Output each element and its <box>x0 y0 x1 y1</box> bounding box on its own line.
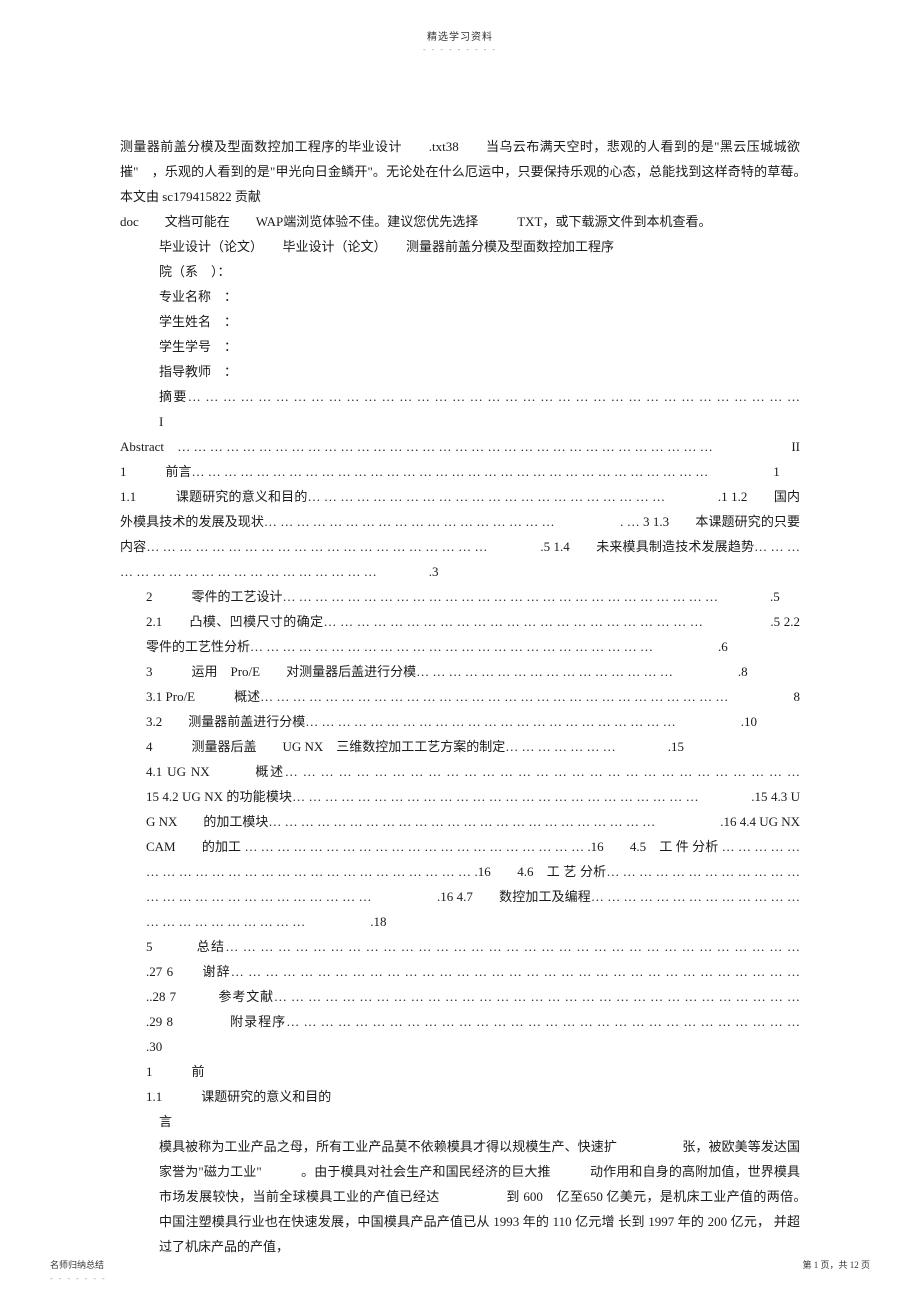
line-department: 院（系 ）： <box>120 259 800 284</box>
paragraph-doc-note: doc 文档可能在 WAP端浏览体验不佳。建议您优先选择 TXT，或下载源文件到… <box>120 209 800 234</box>
footer-right: 第 1 页，共 12 页 <box>802 1258 870 1271</box>
footer-left: 名师归纳总结 <box>50 1258 104 1271</box>
paragraph-intro: 测量器前盖分模及型面数控加工程序的毕业设计 .txt38 当乌云布满天空时，悲观… <box>120 134 800 209</box>
footer-dots: - - - - - - - <box>50 1274 107 1283</box>
line-thesis-title: 毕业设计（论文） 毕业设计（论文） 测量器前盖分模及型面数控加工程序 <box>120 234 800 259</box>
header-dots: - - - - - - - - - <box>0 45 920 54</box>
line-student-name: 学生姓名 ： <box>120 309 800 334</box>
toc-section-1: 1.1 课题研究的意义和目的… … … … … … … … … … … … … … <box>120 484 800 584</box>
toc-abstract-zh: 摘要… … … … … … … … … … … … … … … … … … … … <box>120 384 800 434</box>
toc-section-4-sub: 4.1 UG NX 概述… … … … … … … … … … … … … … … <box>120 759 800 934</box>
line-major: 专业名称 ： <box>120 284 800 309</box>
toc-abstract-en: Abstract … … … … … … … … … … … … … … … …… <box>120 434 800 484</box>
line-advisor: 指导教师 ： <box>120 359 800 384</box>
paragraph-body: 模具被称为工业产品之母，所有工业产品莫不依赖模具才得以规模生产、快速扩 张，被欧… <box>120 1134 800 1259</box>
document-content: 测量器前盖分模及型面数控加工程序的毕业设计 .txt38 当乌云布满天空时，悲观… <box>0 54 920 1259</box>
toc-section-3: 3 运用 Pro/E 对测量器后盖进行分模… … … … … … … … … …… <box>120 659 800 684</box>
toc-section-2-sub: 2.1 凸模、凹模尺寸的确定… … … … … … … … … … … … … … <box>120 609 800 659</box>
toc-section-3-sub: 3.1 Pro/E 概述… … … … … … … … … … … … … … … <box>120 684 800 734</box>
toc-section-4: 4 测量器后盖 UG NX 三维数控加工工艺方案的制定… … … … … … …… <box>120 734 800 759</box>
toc-section-2: 2 零件的工艺设计… … … … … … … … … … … … … … … …… <box>120 584 800 609</box>
heading-1-1: 1.1 课题研究的意义和目的 <box>120 1084 800 1109</box>
heading-yan: 言 <box>120 1109 800 1134</box>
header-title: 精选学习资料 <box>0 0 920 43</box>
toc-section-5-8: 5 总结… … … … … … … … … … … … … … … … … … … <box>120 934 800 1059</box>
line-student-id: 学生学号 ： <box>120 334 800 359</box>
heading-1: 1 前 <box>120 1059 800 1084</box>
